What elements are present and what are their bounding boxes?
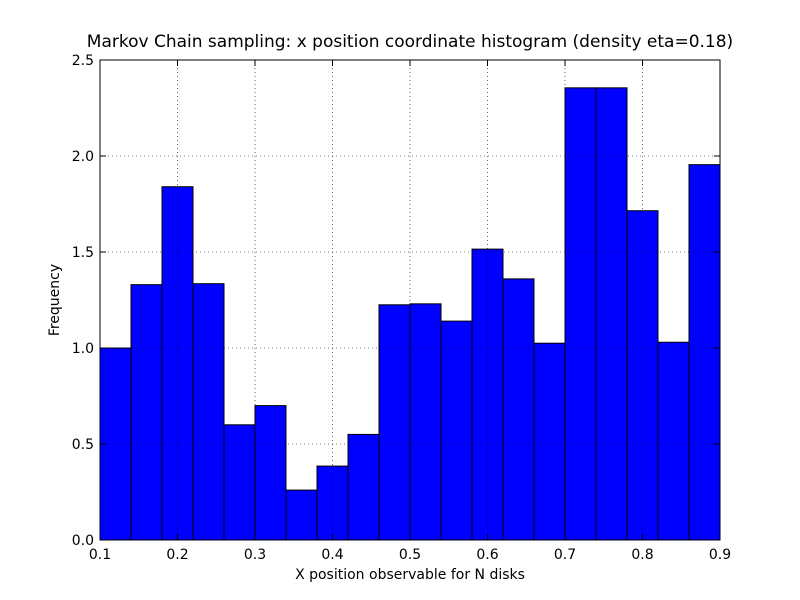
bar [657, 341, 690, 541]
bar [533, 342, 566, 541]
bar [595, 87, 628, 541]
x-tick-label: 0.1 [89, 547, 111, 563]
bar [161, 186, 194, 541]
bar [471, 248, 504, 541]
bar [378, 304, 411, 541]
y-tick-label: 1.5 [72, 245, 94, 261]
x-tick-label: 0.3 [244, 547, 266, 563]
bar [192, 283, 225, 541]
x-tick-label: 0.7 [554, 547, 576, 563]
bar [440, 320, 473, 541]
plot-frame [99, 59, 721, 541]
bar [130, 284, 163, 541]
x-tick-label: 0.9 [709, 547, 731, 563]
bar [688, 164, 721, 541]
y-tick-label: 2.0 [72, 149, 94, 165]
y-tick-label: 0.0 [72, 533, 94, 549]
bar [316, 465, 349, 541]
x-tick-label: 0.8 [631, 547, 653, 563]
bar [502, 278, 535, 541]
x-axis-label: X position observable for N disks [295, 567, 525, 583]
x-tick-label: 0.5 [399, 547, 421, 563]
bar [409, 303, 442, 541]
x-tick-label: 0.6 [476, 547, 498, 563]
x-tick-label: 0.2 [166, 547, 188, 563]
x-tick-label: 0.4 [321, 547, 343, 563]
bar [564, 87, 597, 541]
y-tick-label: 1.0 [72, 341, 94, 357]
y-axis-label: Frequency [47, 264, 63, 336]
chart-title: Markov Chain sampling: x position coordi… [87, 32, 733, 52]
bar [347, 433, 380, 541]
bar [254, 405, 287, 541]
bar [223, 424, 256, 541]
y-tick-label: 2.5 [72, 53, 94, 69]
y-tick-label: 0.5 [72, 437, 94, 453]
bar [285, 489, 318, 541]
